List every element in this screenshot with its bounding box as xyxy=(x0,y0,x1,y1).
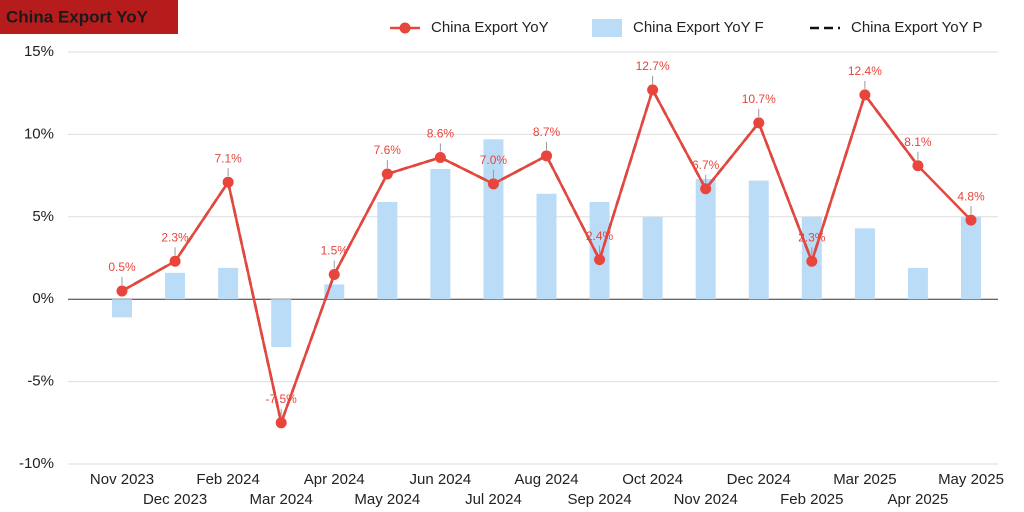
bar xyxy=(483,139,504,300)
bar xyxy=(377,201,398,300)
data-label: 1.5% xyxy=(321,244,349,258)
data-label: 12.4% xyxy=(848,64,882,78)
legend-swatch xyxy=(399,22,411,34)
y-tick-label: -10% xyxy=(19,455,54,472)
data-label: 7.6% xyxy=(374,143,402,157)
legend-label: China Export YoY xyxy=(431,19,549,36)
data-label: 7.0% xyxy=(480,153,508,167)
bar xyxy=(165,272,186,300)
x-tick-label: Aug 2024 xyxy=(514,471,578,488)
point xyxy=(222,176,234,188)
x-tick-label: Nov 2023 xyxy=(90,471,154,488)
point xyxy=(753,117,765,129)
bar xyxy=(854,228,875,300)
x-tick-label: Apr 2024 xyxy=(304,471,365,488)
data-label: 6.7% xyxy=(692,158,720,172)
bar xyxy=(748,180,769,300)
data-label: 7.1% xyxy=(214,151,242,165)
data-label: 2.4% xyxy=(586,229,614,243)
data-label: 10.7% xyxy=(742,92,776,106)
bar xyxy=(961,216,981,300)
bar xyxy=(430,169,451,300)
data-label: 4.8% xyxy=(957,189,985,203)
y-tick-label: 15% xyxy=(24,43,54,60)
point xyxy=(541,150,552,162)
data-label: 8.7% xyxy=(533,125,561,139)
chart-title: China Export YoY xyxy=(6,7,149,26)
bar xyxy=(536,193,557,300)
x-tick-label: Apr 2025 xyxy=(887,491,948,508)
point xyxy=(275,417,287,429)
x-tick-label: May 2025 xyxy=(938,471,1004,488)
point xyxy=(965,214,977,226)
x-tick-label: Feb 2024 xyxy=(196,471,259,488)
bar xyxy=(695,178,716,300)
y-tick-label: -5% xyxy=(27,373,54,390)
point xyxy=(487,178,499,190)
point xyxy=(434,151,446,163)
bar xyxy=(907,267,928,300)
data-label: 2.3% xyxy=(798,230,826,244)
x-tick-label: Oct 2024 xyxy=(622,471,683,488)
data-label: 8.1% xyxy=(904,135,932,149)
y-tick-label: 5% xyxy=(32,208,54,225)
data-label: 2.3% xyxy=(161,230,189,244)
bar xyxy=(642,216,663,300)
bar xyxy=(218,267,239,300)
legend-label: China Export YoY P xyxy=(851,19,982,36)
bar xyxy=(112,299,132,318)
line xyxy=(121,86,919,428)
x-tick-label: Dec 2024 xyxy=(727,471,791,488)
x-tick-label: Sep 2024 xyxy=(567,491,631,508)
data-label: -7.5% xyxy=(266,392,298,406)
bar xyxy=(271,299,292,347)
point xyxy=(381,168,393,180)
legend-label: China Export YoY F xyxy=(633,19,764,36)
point xyxy=(912,160,924,172)
x-tick-label: May 2024 xyxy=(354,491,420,508)
point xyxy=(169,255,181,267)
point xyxy=(116,285,128,297)
legend-swatch xyxy=(592,19,622,37)
data-label: 0.5% xyxy=(108,260,136,274)
point xyxy=(700,183,712,195)
data-label: 8.6% xyxy=(427,127,455,141)
x-tick-label: Mar 2024 xyxy=(250,491,313,508)
x-tick-label: Jun 2024 xyxy=(410,471,472,488)
x-tick-label: Mar 2025 xyxy=(833,471,896,488)
x-tick-label: Jul 2024 xyxy=(465,491,522,508)
point xyxy=(647,84,659,96)
data-label: 12.7% xyxy=(636,59,670,73)
x-tick-label: Nov 2024 xyxy=(674,491,738,508)
point xyxy=(859,89,871,101)
point xyxy=(594,254,606,266)
title-box xyxy=(0,0,178,34)
point xyxy=(328,268,340,280)
x-tick-label: Dec 2023 xyxy=(143,491,207,508)
y-tick-label: 0% xyxy=(32,290,54,307)
y-tick-label: 10% xyxy=(24,125,54,142)
x-tick-label: Feb 2025 xyxy=(780,491,843,508)
point xyxy=(806,255,818,267)
